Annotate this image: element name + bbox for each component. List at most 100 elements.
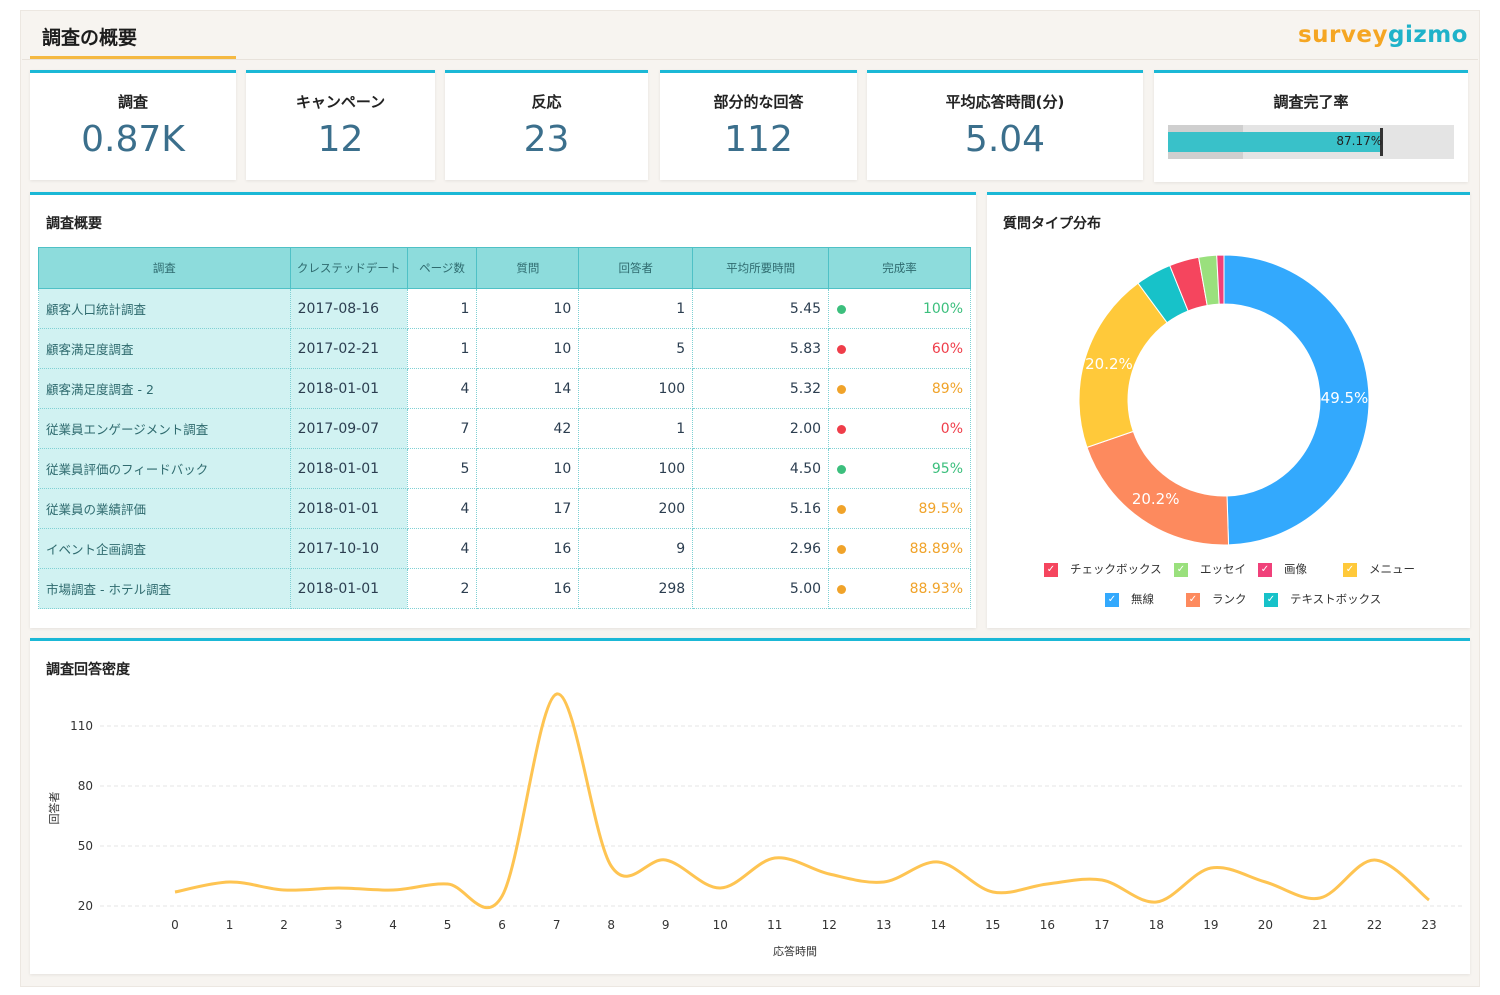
pages-cell: 7 — [406, 408, 478, 449]
legend-item[interactable]: ✓ テキストボックス — [1264, 591, 1381, 607]
pages-cell: 1 — [406, 288, 478, 329]
legend-item[interactable]: ✓ チェックボックス — [1044, 561, 1162, 577]
x-tick-label: 10 — [713, 918, 728, 932]
x-tick-label: 8 — [607, 918, 615, 932]
kpi-label: 反応 — [531, 93, 562, 111]
x-tick-label: 6 — [498, 918, 506, 932]
survey-name-cell: 従業員エンゲージメント調査 — [38, 408, 291, 449]
legend-label: チェックボックス — [1070, 562, 1162, 576]
respondents-cell: 5 — [578, 328, 694, 369]
avg-time-cell: 5.32 — [692, 368, 830, 409]
x-tick-label: 20 — [1258, 918, 1273, 932]
legend-item[interactable]: ✓ ランク — [1186, 591, 1247, 607]
kpi-value: 23 — [523, 119, 570, 160]
y-tick-label: 50 — [78, 839, 93, 853]
column-header-created-date[interactable]: クレステッドデート — [289, 247, 408, 289]
status-dot-icon — [837, 464, 847, 474]
status-dot-icon — [837, 344, 847, 354]
respondents-cell: 298 — [578, 568, 694, 609]
donut-slice[interactable] — [1223, 254, 1370, 546]
donut-slice[interactable] — [1086, 430, 1230, 546]
density-series-line[interactable] — [174, 692, 1430, 910]
x-tick-label: 5 — [444, 918, 452, 932]
checkbox-icon[interactable]: ✓ — [1264, 592, 1278, 607]
section-title: 調査回答密度 — [46, 662, 130, 678]
donut-slice-label: 49.5% — [1321, 389, 1369, 407]
kpi-card-surveys: 調査 0.87K — [30, 70, 236, 180]
table-row[interactable]: 顧客人口統計調査 2017-08-16 1 10 1 5.45 100% — [38, 288, 971, 329]
page-title: 調査の概要 — [42, 27, 138, 49]
x-tick-label: 13 — [876, 918, 891, 932]
kpi-label: 調査 — [117, 93, 148, 111]
column-header-completion[interactable]: 完成率 — [828, 247, 971, 289]
survey-name-cell: 従業員評価のフィードバック — [38, 448, 291, 489]
pages-cell: 2 — [406, 568, 478, 609]
created-date-cell: 2018-01-01 — [289, 488, 408, 529]
donut-slice[interactable] — [1216, 254, 1225, 305]
completion-rate-value: 60% — [931, 340, 963, 357]
donut-chart: 49.5% 20.2% 20.2% — [1078, 254, 1370, 546]
column-header-avg-time[interactable]: 平均所要時間 — [692, 247, 830, 289]
x-tick-label: 17 — [1094, 918, 1109, 932]
column-header-respondents[interactable]: 回答者 — [578, 247, 694, 289]
kpi-card-partial-responses: 部分的な回答 112 — [660, 70, 857, 180]
x-tick-label: 23 — [1421, 918, 1436, 932]
created-date-cell: 2017-08-16 — [289, 288, 408, 329]
kpi-card-completion-rate: 調査完了率 87.17% — [1154, 70, 1468, 182]
respondents-cell: 1 — [578, 288, 694, 329]
checkbox-icon[interactable]: ✓ — [1258, 562, 1272, 577]
legend-item[interactable]: ✓ 画像 — [1258, 561, 1307, 577]
donut-legend: ✓ チェックボックス ✓ エッセイ ✓ 画像 ✓ メニュー ✓ 無線 ✓ ランク ✓ テキストボックス — [987, 561, 1470, 611]
checkbox-icon[interactable]: ✓ — [1174, 562, 1188, 577]
completion-rate-cell: 88.89% — [828, 528, 971, 569]
respondents-cell: 1 — [578, 408, 694, 449]
created-date-cell: 2018-01-01 — [289, 568, 408, 609]
survey-name-cell: 顧客満足度調査 - 2 — [38, 368, 291, 409]
legend-item[interactable]: ✓ エッセイ — [1174, 561, 1246, 577]
table-row[interactable]: 従業員評価のフィードバック 2018-01-01 5 10 100 4.50 95% — [38, 448, 971, 489]
x-tick-label: 3 — [335, 918, 343, 932]
avg-time-cell: 4.50 — [692, 448, 830, 489]
avg-time-cell: 2.96 — [692, 528, 830, 569]
completion-rate-cell: 60% — [828, 328, 971, 369]
completion-rate-value: 0% — [940, 420, 963, 437]
logo-part2: gizmo — [1387, 22, 1468, 48]
column-header-questions[interactable]: 質問 — [476, 247, 580, 289]
completion-percent: 87.17% — [1336, 134, 1383, 148]
question-type-card: 質問タイプ分布 49.5% 20.2% 20.2% ✓ チェックボックス ✓ エッセイ ✓ 画… — [987, 192, 1470, 628]
questions-cell: 10 — [476, 448, 580, 489]
survey-name-cell: 市場調査 - ホテル調査 — [38, 568, 291, 609]
checkbox-icon[interactable]: ✓ — [1105, 592, 1119, 607]
x-tick-label: 12 — [822, 918, 837, 932]
survey-table: 調査 クレステッドデート ページ数 質問 回答者 平均所要時間 完成率 顧客人口… — [38, 247, 971, 609]
completion-rate-cell: 89.5% — [828, 488, 971, 529]
status-dot-icon — [837, 504, 847, 514]
created-date-cell: 2017-10-10 — [289, 528, 408, 569]
checkbox-icon[interactable]: ✓ — [1186, 592, 1200, 607]
checkbox-icon[interactable]: ✓ — [1044, 562, 1058, 577]
legend-label: メニュー — [1369, 562, 1415, 576]
table-row[interactable]: 市場調査 - ホテル調査 2018-01-01 2 16 298 5.00 88.93% — [38, 568, 971, 609]
table-row[interactable]: 顧客満足度調査 2017-02-21 1 10 5 5.83 60% — [38, 328, 971, 369]
table-row[interactable]: 従業員エンゲージメント調査 2017-09-07 7 42 1 2.00 0% — [38, 408, 971, 449]
x-tick-label: 16 — [1040, 918, 1055, 932]
checkbox-icon[interactable]: ✓ — [1343, 562, 1357, 577]
completion-rate-value: 88.93% — [909, 580, 963, 597]
kpi-card-campaigns: キャンペーン 12 — [246, 70, 435, 180]
survey-name-cell: 顧客満足度調査 — [38, 328, 291, 369]
legend-item[interactable]: ✓ 無線 — [1105, 591, 1154, 607]
table-row[interactable]: イベント企画調査 2017-10-10 4 16 9 2.96 88.89% — [38, 528, 971, 569]
table-row[interactable]: 顧客満足度調査 - 2 2018-01-01 4 14 100 5.32 89% — [38, 368, 971, 409]
questions-cell: 16 — [476, 568, 580, 609]
x-tick-label: 21 — [1312, 918, 1327, 932]
completion-bullet-bar: 87.17% — [1168, 125, 1454, 159]
legend-item[interactable]: ✓ メニュー — [1343, 561, 1415, 577]
x-axis-label: 応答時間 — [773, 944, 817, 958]
bullet-fill — [1168, 132, 1383, 152]
column-header-survey[interactable]: 調査 — [38, 247, 291, 289]
table-row[interactable]: 従業員の業績評価 2018-01-01 4 17 200 5.16 89.5% — [38, 488, 971, 529]
column-header-pages[interactable]: ページ数 — [406, 247, 478, 289]
completion-rate-cell: 88.93% — [828, 568, 971, 609]
status-dot-icon — [837, 584, 847, 594]
